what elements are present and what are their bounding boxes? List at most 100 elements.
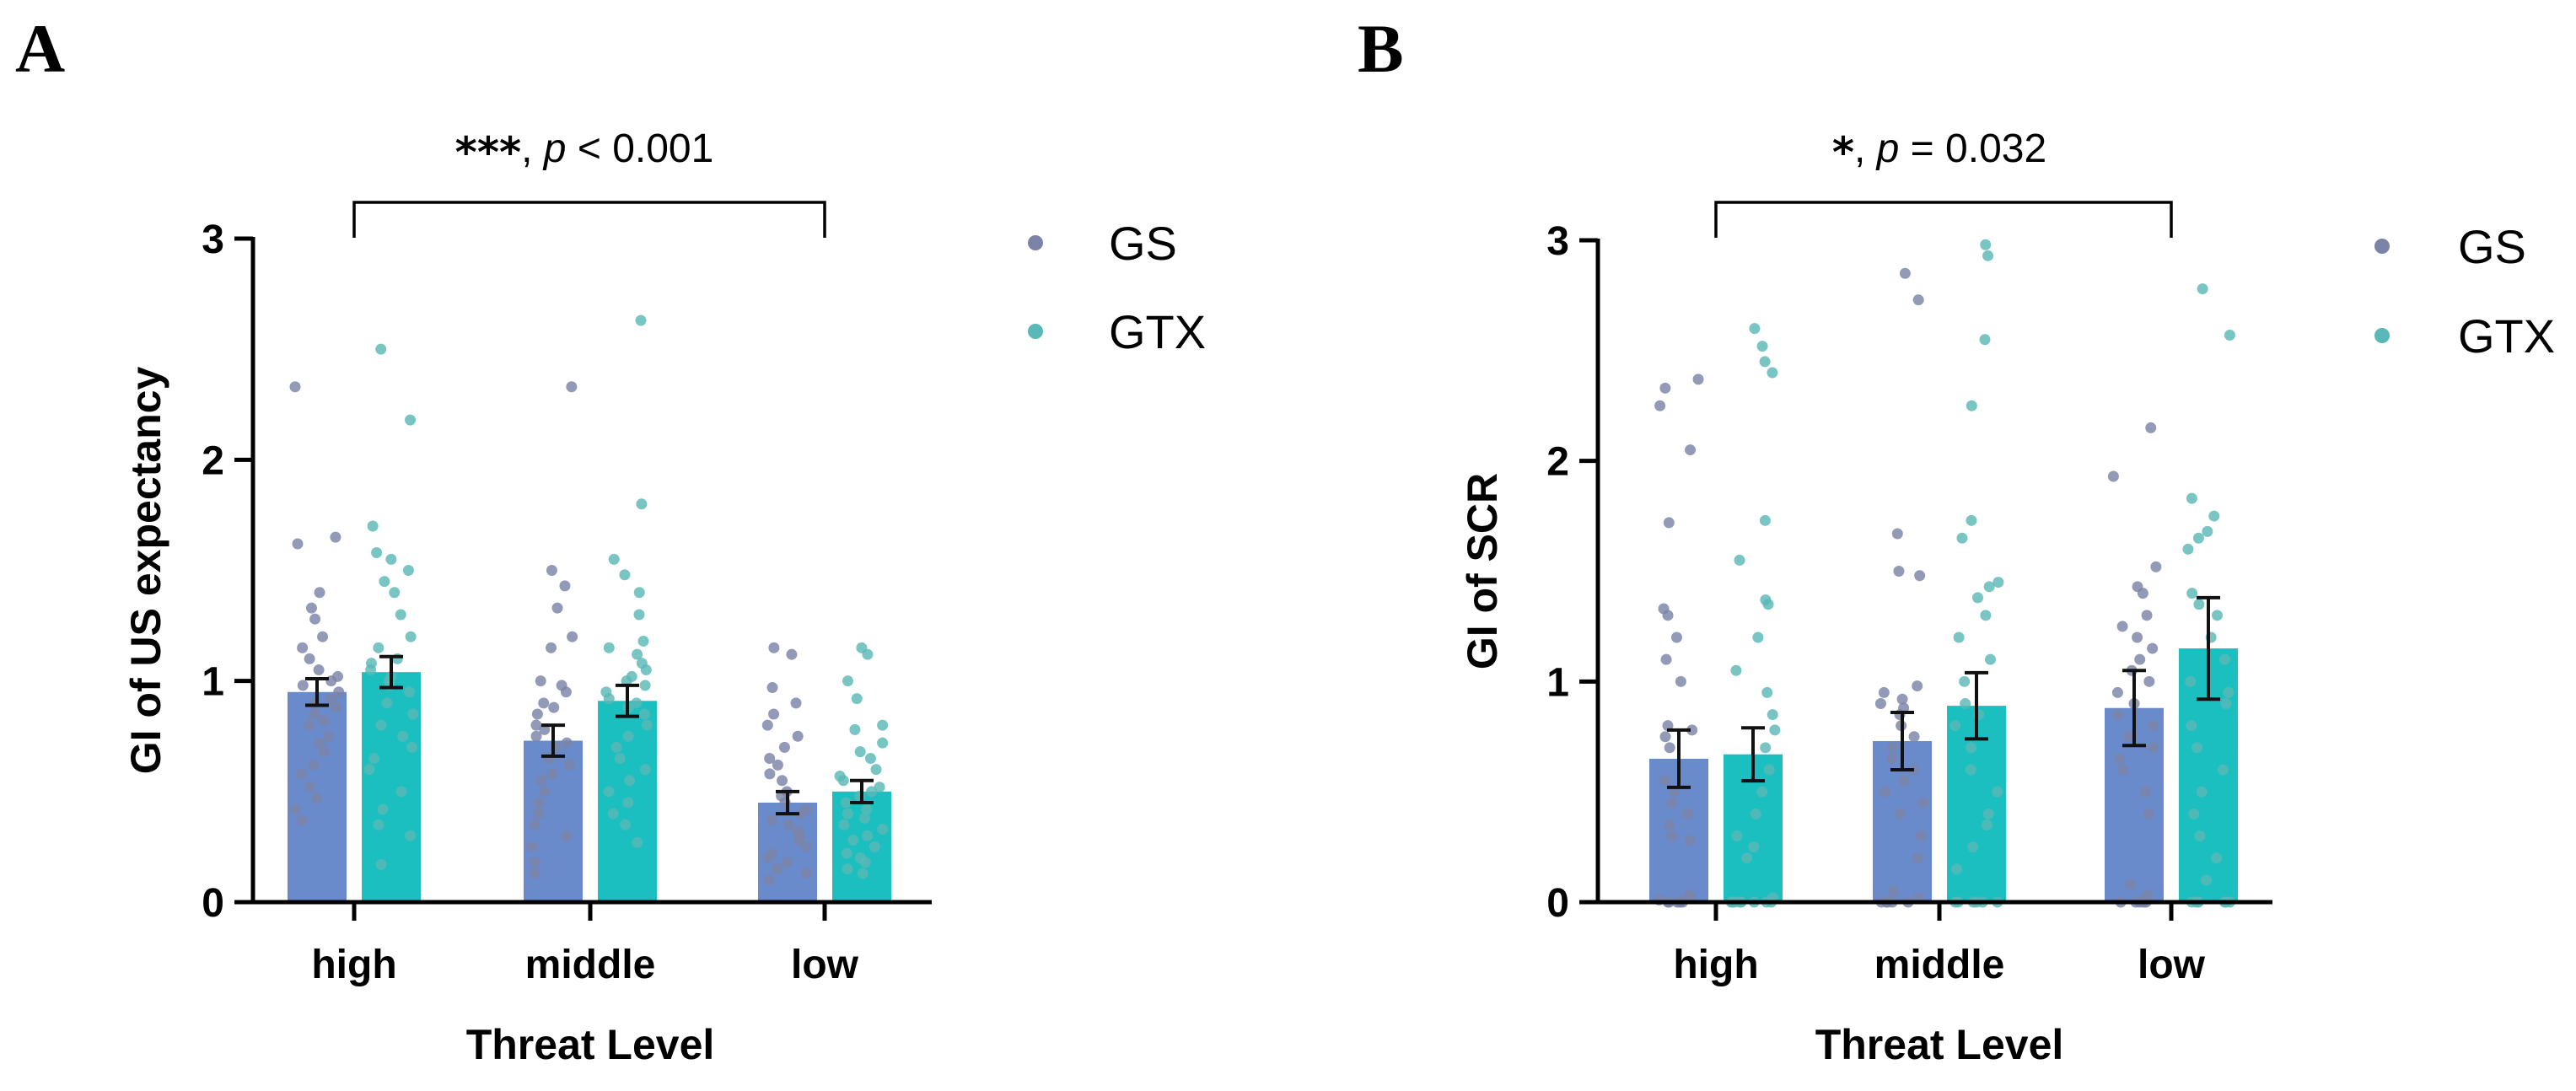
point-gs-low <box>761 719 773 731</box>
point-gtx-middle <box>1992 786 2003 798</box>
error-bar-gtx-low <box>850 778 874 804</box>
point-gs-middle <box>559 580 571 592</box>
point-gtx-low <box>2182 543 2194 555</box>
point-gs-low <box>2125 879 2137 890</box>
point-gs-middle <box>533 797 545 809</box>
point-gtx-middle <box>622 730 634 742</box>
significance-stars: *** <box>455 128 521 177</box>
error-bar-gtx-middle <box>1965 670 1988 741</box>
point-gtx-low <box>2212 610 2224 621</box>
point-gtx-low <box>2186 588 2198 599</box>
point-gs-middle <box>1874 698 1886 709</box>
point-gs-middle <box>535 675 546 687</box>
point-gtx-middle <box>614 752 626 764</box>
point-gtx-high <box>1752 631 1764 643</box>
point-gtx-middle <box>620 819 632 830</box>
point-gtx-middle <box>1980 610 1992 621</box>
error-bar-gtx-high <box>1741 726 1765 783</box>
point-gtx-middle <box>1966 400 1977 411</box>
y-tick-label: 1 <box>202 660 224 705</box>
point-gtx-low <box>2186 492 2197 504</box>
point-gtx-middle <box>1979 334 1991 346</box>
point-gtx-low <box>2186 720 2197 732</box>
point-gs-middle <box>1879 786 1890 798</box>
point-gtx-middle <box>610 741 622 753</box>
point-gs-low <box>2134 653 2146 665</box>
point-gtx-high <box>1749 323 1761 335</box>
significance-bracket <box>352 201 826 238</box>
legend-label-gtx: GTX <box>1109 305 1206 358</box>
point-gs-high <box>304 782 315 793</box>
point-gs-middle <box>1887 885 1899 897</box>
significance-p-symbol: p <box>542 126 567 171</box>
point-gs-middle <box>535 775 547 787</box>
point-gtx-high <box>1731 830 1743 841</box>
point-gtx-low <box>842 863 853 875</box>
x-axis-title: Threat Level <box>466 1021 715 1068</box>
point-gtx-middle <box>1966 514 1977 526</box>
point-gs-high <box>1684 835 1696 846</box>
point-gs-middle <box>1896 693 1908 705</box>
point-gs-middle <box>546 565 557 576</box>
point-gtx-low <box>2224 330 2235 341</box>
point-gtx-low <box>2196 786 2208 798</box>
error-bar-gs-high <box>305 677 329 707</box>
point-gs-low <box>777 775 788 787</box>
point-gtx-high <box>365 664 377 676</box>
point-gtx-middle <box>641 719 653 731</box>
point-gs-low <box>768 708 780 720</box>
point-gtx-middle <box>1993 577 2004 588</box>
y-tick-label: 0 <box>1546 881 1569 926</box>
point-gtx-middle <box>635 314 647 326</box>
point-gtx-high <box>377 803 389 815</box>
panel-a: A 0 1 2 3 high middle low Threat Level GI of US e… <box>15 10 1206 1068</box>
error-bar-gs-high <box>1667 728 1691 789</box>
point-gs-high <box>295 768 307 780</box>
point-gs-high <box>296 814 308 826</box>
point-gs-middle <box>563 759 575 771</box>
error-bar-gs-low <box>2122 669 2146 748</box>
point-gs-middle <box>1912 294 1924 306</box>
point-gtx-low <box>2202 525 2213 537</box>
point-gtx-middle <box>638 708 650 720</box>
significance-p-value: < 0.001 <box>567 126 714 171</box>
point-gtx-middle <box>1982 808 1994 820</box>
point-gtx-high <box>405 830 417 841</box>
point-gtx-middle <box>1980 239 1992 250</box>
point-gtx-middle <box>622 797 634 809</box>
panel-letter: B <box>1358 10 1404 87</box>
point-gtx-high <box>1730 664 1742 676</box>
point-gtx-low <box>2208 510 2220 522</box>
point-gs-high <box>289 803 301 815</box>
point-gs-low <box>2111 686 2123 698</box>
point-gs-low <box>778 741 790 753</box>
point-gs-low <box>772 863 783 875</box>
point-gtx-high <box>406 741 418 753</box>
point-gs-low <box>768 642 780 653</box>
panel-letter: A <box>15 10 65 87</box>
point-gs-high <box>289 381 301 393</box>
point-gtx-high <box>385 553 397 565</box>
point-gtx-middle <box>603 642 615 653</box>
point-gtx-low <box>862 830 874 841</box>
point-gs-low <box>2113 753 2125 765</box>
x-tick-label-low: low <box>791 943 859 987</box>
error-bar-gs-middle <box>541 723 565 758</box>
point-gtx-low <box>851 693 863 705</box>
point-gtx-high <box>1769 724 1781 736</box>
legend-marker-gtx <box>2374 328 2390 343</box>
legend-label-gs: GS <box>2458 220 2526 273</box>
point-gtx-low <box>2188 808 2200 820</box>
point-gtx-high <box>402 565 414 576</box>
point-gtx-high <box>375 343 387 355</box>
point-gs-high <box>1665 797 1677 809</box>
point-gtx-low <box>2223 686 2235 698</box>
y-tick-label: 2 <box>202 438 224 483</box>
point-gs-middle <box>1878 686 1890 698</box>
point-gtx-low <box>847 835 859 846</box>
point-gtx-high <box>389 587 401 599</box>
point-gs-high <box>318 746 330 758</box>
point-gs-low <box>2147 642 2159 654</box>
point-gtx-low <box>2185 675 2197 687</box>
point-gtx-low <box>2192 532 2204 544</box>
